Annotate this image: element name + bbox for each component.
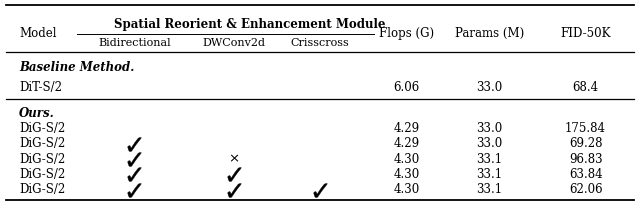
Text: $\times$: $\times$: [228, 153, 239, 166]
Text: 33.0: 33.0: [476, 137, 503, 150]
Text: DiG-S/2: DiG-S/2: [19, 137, 65, 150]
Text: 69.28: 69.28: [569, 137, 602, 150]
Text: 33.0: 33.0: [476, 81, 503, 94]
Text: Params (M): Params (M): [455, 27, 524, 40]
Text: DiT-S/2: DiT-S/2: [19, 81, 62, 94]
Text: Spatial Reorient & Enhancement Module: Spatial Reorient & Enhancement Module: [114, 18, 385, 31]
Text: 4.30: 4.30: [393, 153, 420, 166]
Text: 33.1: 33.1: [477, 183, 502, 196]
Text: 4.29: 4.29: [394, 122, 419, 135]
Text: DiG-S/2: DiG-S/2: [19, 168, 65, 181]
Text: 4.30: 4.30: [393, 168, 420, 181]
Text: 96.83: 96.83: [569, 153, 602, 166]
Text: 33.1: 33.1: [477, 168, 502, 181]
Text: Model: Model: [19, 27, 57, 40]
Text: Ours.: Ours.: [19, 107, 55, 120]
Text: Flops (G): Flops (G): [379, 27, 434, 40]
Text: 63.84: 63.84: [569, 168, 602, 181]
Text: 33.0: 33.0: [476, 122, 503, 135]
Text: 33.1: 33.1: [477, 153, 502, 166]
Text: DWConv2d: DWConv2d: [202, 38, 265, 48]
Text: 62.06: 62.06: [569, 183, 602, 196]
Text: Baseline Method.: Baseline Method.: [19, 61, 134, 74]
Text: DiG-S/2: DiG-S/2: [19, 122, 65, 135]
Text: Bidirectional: Bidirectional: [98, 38, 171, 48]
Text: 175.84: 175.84: [565, 122, 606, 135]
Text: DiG-S/2: DiG-S/2: [19, 183, 65, 196]
Text: 4.29: 4.29: [394, 137, 419, 150]
Text: 4.30: 4.30: [393, 183, 420, 196]
Text: Crisscross: Crisscross: [291, 38, 349, 48]
Text: DiG-S/2: DiG-S/2: [19, 153, 65, 166]
Text: 68.4: 68.4: [573, 81, 598, 94]
Text: 6.06: 6.06: [393, 81, 420, 94]
Text: FID-50K: FID-50K: [561, 27, 611, 40]
